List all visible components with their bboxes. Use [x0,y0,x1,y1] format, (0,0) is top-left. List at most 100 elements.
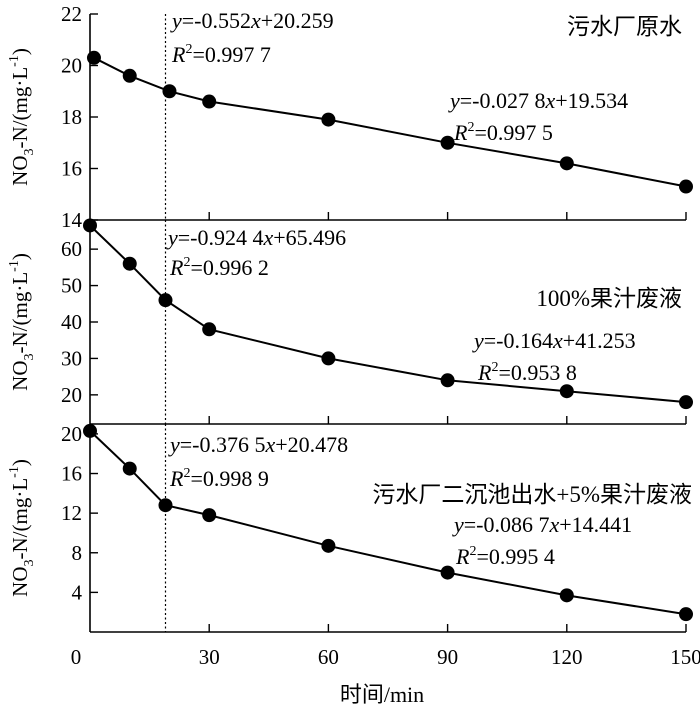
x-tick-label: 60 [318,645,339,669]
data-point [202,94,217,109]
r-superscript: 2 [183,466,190,481]
series-line [89,430,687,616]
r-squared: R2=0.953 8 [477,360,577,385]
data-point [202,508,217,523]
r-squared: R2=0.997 7 [171,42,271,67]
x-tick-label: 150 [670,645,700,669]
data-point [321,112,336,127]
data-point [559,588,574,603]
y-tick-label: 50 [61,274,82,298]
r-symbol: R [169,466,184,491]
ylabel-part: -N/(mg·L [8,67,32,149]
eq-slope: =-0.086 7 [464,512,550,537]
ylabel-part: ) [8,459,32,466]
eq-y: y [452,512,464,537]
r-symbol: R [477,360,492,385]
fit-equation: y=-0.164x+41.253 [472,328,636,353]
data-point [679,179,693,194]
eq-intercept: +19.534 [555,88,628,113]
r-superscript: 2 [469,544,476,559]
ylabel-subscript: 3 [22,559,37,566]
x-axis-label: 时间/min [340,682,424,707]
fit-equation: y=-0.027 8x+19.534 [448,88,628,113]
r-value: =0.997 7 [192,42,270,67]
data-point [83,218,97,233]
y-tick-label: 8 [72,541,83,565]
fit-equation: y=-0.376 5x+20.478 [168,432,348,457]
x-tick-label: 90 [437,645,458,669]
y-tick-label: 18 [61,105,82,129]
eq-x: x [263,225,274,250]
y-tick-label: 12 [61,501,82,525]
r-value: =0.953 8 [498,360,576,385]
r-symbol: R [169,255,184,280]
fit-equation: y=-0.924 4x+65.496 [166,225,346,250]
eq-x: x [549,512,560,537]
eq-y: y [472,328,484,353]
data-point [122,68,137,83]
r-squared: R2=0.997 5 [453,120,553,145]
data-point [83,423,97,438]
data-point [440,565,455,580]
eq-y: y [166,225,178,250]
y-tick-label: 16 [61,462,82,486]
r-symbol: R [455,544,470,569]
r-symbol: R [453,120,468,145]
r-symbol: R [171,42,186,67]
eq-x: x [545,88,556,113]
r-squared: R2=0.996 2 [169,255,269,280]
x-tick-label: 30 [199,645,220,669]
eq-intercept: +41.253 [563,328,636,353]
data-point [559,384,574,399]
y-tick-label: 60 [61,237,82,261]
r-superscript: 2 [491,360,498,375]
eq-intercept: +14.441 [559,512,632,537]
ylabel-superscript: -1 [7,260,22,272]
data-point [321,538,336,553]
ylabel-part: NO [8,360,32,390]
x-tick-label: 0 [71,645,82,669]
ylabel-part: -N/(mg·L [8,272,32,354]
data-point [162,84,177,99]
ylabel-part: ) [8,253,32,260]
eq-intercept: +20.259 [261,8,334,33]
y-axis-label: NO3-N/(mg·L-1) [7,48,37,186]
panel-title: 100%果汁废液 [536,286,682,311]
r-superscript: 2 [185,42,192,57]
ylabel-part: ) [8,48,32,55]
y-axis-label: NO3-N/(mg·L-1) [7,459,37,597]
r-value: =0.998 9 [190,466,268,491]
eq-slope: =-0.376 5 [180,432,266,457]
fit-equation: y=-0.086 7x+14.441 [452,512,632,537]
ylabel-part: NO [8,566,32,596]
data-point [122,256,137,271]
r-squared: R2=0.995 4 [455,544,555,569]
data-point [321,351,336,366]
eq-x: x [552,328,563,353]
r-value: =0.995 4 [476,544,554,569]
ylabel-subscript: 3 [22,353,37,360]
series-line [89,224,687,404]
data-point [679,607,693,622]
data-point [202,322,217,337]
eq-x: x [265,432,276,457]
eq-y: y [448,88,460,113]
ylabel-part: -N/(mg·L [8,478,32,560]
data-point [158,498,173,513]
eq-y: y [168,432,180,457]
panel-title: 污水厂二沉池出水+5%果汁废液 [372,482,692,507]
data-point [86,50,101,65]
eq-intercept: +65.496 [273,225,346,250]
y-tick-label: 40 [61,310,82,334]
eq-x: x [250,8,261,33]
data-point [440,373,455,388]
x-tick-label: 120 [551,645,583,669]
data-point [559,156,574,171]
ylabel-superscript: -1 [7,55,22,67]
r-squared: R2=0.998 9 [169,466,269,491]
panel-title: 污水厂原水 [567,14,682,39]
r-superscript: 2 [183,255,190,270]
